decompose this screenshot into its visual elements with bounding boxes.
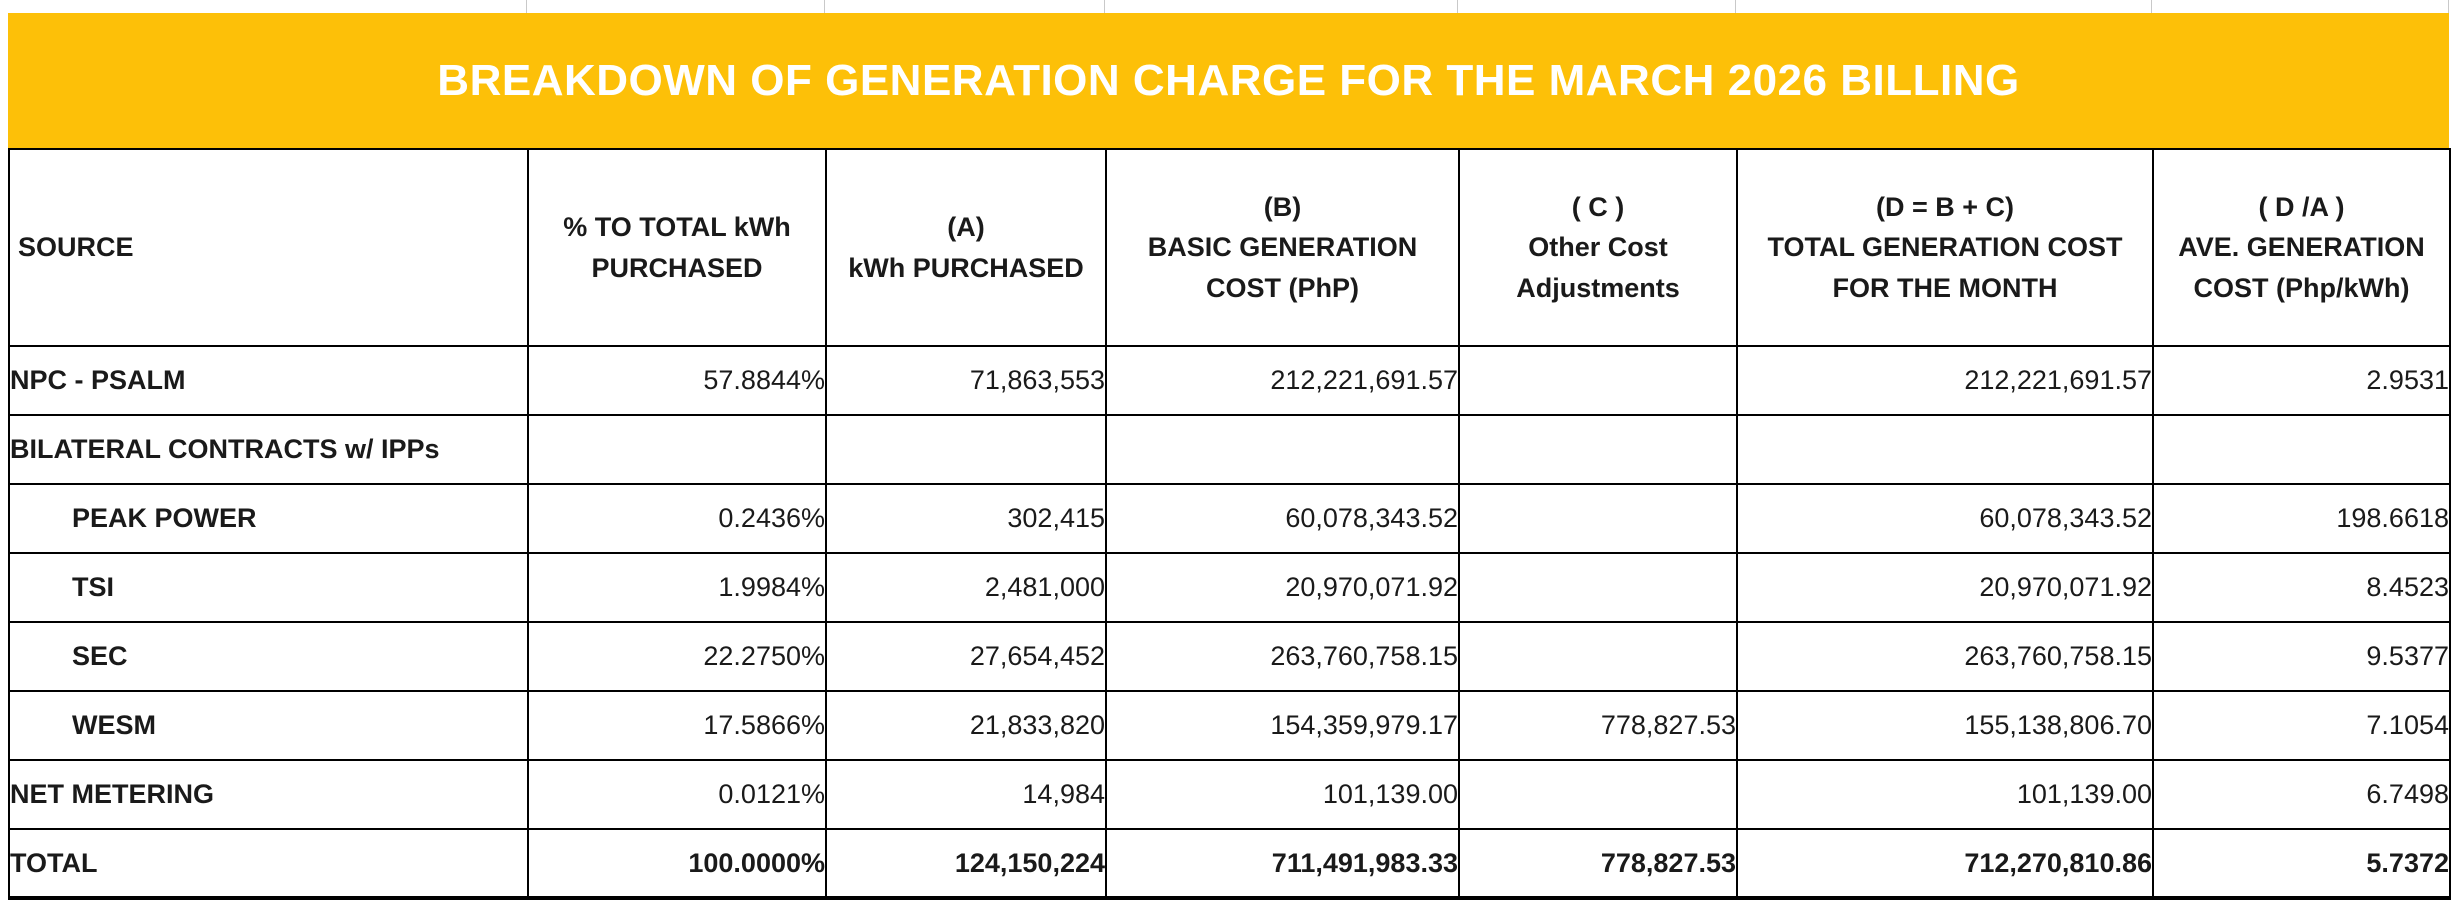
cell-ave-generation-cost: 7.1054 [2152, 690, 2451, 761]
cell-pct-to-total: 17.5866% [527, 690, 827, 761]
cell-pct-to-total [527, 414, 827, 485]
cell-other-cost-adjustments: 778,827.53 [1458, 828, 1738, 900]
cell-basic-generation-cost: 60,078,343.52 [1105, 483, 1460, 554]
cell-total-generation-cost: 155,138,806.70 [1736, 690, 2154, 761]
cell-other-cost-adjustments [1458, 345, 1738, 416]
cell-pct-to-total: 57.8844% [527, 345, 827, 416]
cell-other-cost-adjustments [1458, 621, 1738, 692]
cell-other-cost-adjustments [1458, 552, 1738, 623]
cell-ave-generation-cost [2152, 414, 2451, 485]
cell-source: TOTAL [8, 828, 529, 900]
cell-ave-generation-cost: 9.5377 [2152, 621, 2451, 692]
table-row-npc-psalm: NPC - PSALM 57.8844% 71,863,553 212,221,… [8, 345, 2451, 416]
cell-source: WESM [8, 690, 529, 761]
bottom-margin-strip [8, 900, 2449, 912]
table-row-sec: SEC 22.2750% 27,654,452 263,760,758.15 2… [8, 621, 2451, 692]
cell-total-generation-cost: 712,270,810.86 [1736, 828, 2154, 900]
generation-charge-table: SOURCE % TO TOTAL kWh PURCHASED (A) kWh … [8, 148, 2451, 900]
cell-pct-to-total: 0.2436% [527, 483, 827, 554]
gridline-cell [8, 0, 527, 13]
cell-basic-generation-cost: 20,970,071.92 [1105, 552, 1460, 623]
table-row-bilateral-contracts: BILATERAL CONTRACTS w/ IPPs [8, 414, 2451, 485]
cell-total-generation-cost: 101,139.00 [1736, 759, 2154, 830]
gridline-cell [825, 0, 1105, 13]
cell-kwh-purchased: 14,984 [825, 759, 1107, 830]
gridline-cell [1736, 0, 2152, 13]
cell-pct-to-total: 0.0121% [527, 759, 827, 830]
cell-total-generation-cost: 20,970,071.92 [1736, 552, 2154, 623]
cell-other-cost-adjustments [1458, 759, 1738, 830]
cell-total-generation-cost [1736, 414, 2154, 485]
report-title-band: BREAKDOWN OF GENERATION CHARGE FOR THE M… [8, 13, 2449, 148]
cell-basic-generation-cost: 101,139.00 [1105, 759, 1460, 830]
col-header-basic-generation-cost: (B) BASIC GENERATION COST (PhP) [1105, 148, 1460, 347]
cell-basic-generation-cost: 711,491,983.33 [1105, 828, 1460, 900]
cell-basic-generation-cost: 212,221,691.57 [1105, 345, 1460, 416]
col-header-total-generation-cost: (D = B + C) TOTAL GENERATION COST FOR TH… [1736, 148, 2154, 347]
cell-source: NET METERING [8, 759, 529, 830]
col-header-ave-generation-cost: ( D /A ) AVE. GENERATION COST (Php/kWh) [2152, 148, 2451, 347]
cell-other-cost-adjustments: 778,827.53 [1458, 690, 1738, 761]
table-row-total: TOTAL 100.0000% 124,150,224 711,491,983.… [8, 828, 2451, 900]
gridline-cell [527, 0, 825, 13]
cell-other-cost-adjustments [1458, 414, 1738, 485]
table-row-peak-power: PEAK POWER 0.2436% 302,415 60,078,343.52… [8, 483, 2451, 554]
table-row-wesm: WESM 17.5866% 21,833,820 154,359,979.17 … [8, 690, 2451, 761]
cell-pct-to-total: 100.0000% [527, 828, 827, 900]
cell-other-cost-adjustments [1458, 483, 1738, 554]
cell-ave-generation-cost: 198.6618 [2152, 483, 2451, 554]
cell-ave-generation-cost: 8.4523 [2152, 552, 2451, 623]
col-header-pct-to-total-kwh: % TO TOTAL kWh PURCHASED [527, 148, 827, 347]
table-row-tsi: TSI 1.9984% 2,481,000 20,970,071.92 20,9… [8, 552, 2451, 623]
cell-source: TSI [8, 552, 529, 623]
col-header-other-cost-adjustments: ( C ) Other Cost Adjustments [1458, 148, 1738, 347]
cell-basic-generation-cost [1105, 414, 1460, 485]
cell-kwh-purchased: 71,863,553 [825, 345, 1107, 416]
report-title: BREAKDOWN OF GENERATION CHARGE FOR THE M… [437, 55, 2020, 105]
cell-pct-to-total: 1.9984% [527, 552, 827, 623]
cell-kwh-purchased: 2,481,000 [825, 552, 1107, 623]
col-header-source: SOURCE [8, 148, 529, 347]
gridline-cell [1105, 0, 1458, 13]
cell-basic-generation-cost: 263,760,758.15 [1105, 621, 1460, 692]
gridline-strip-top [8, 0, 2449, 13]
gridline-cell [1458, 0, 1736, 13]
gridline-cell [2152, 0, 2449, 13]
cell-ave-generation-cost: 2.9531 [2152, 345, 2451, 416]
cell-kwh-purchased: 302,415 [825, 483, 1107, 554]
cell-source: PEAK POWER [8, 483, 529, 554]
cell-total-generation-cost: 60,078,343.52 [1736, 483, 2154, 554]
table-header-row: SOURCE % TO TOTAL kWh PURCHASED (A) kWh … [8, 148, 2451, 347]
cell-source: BILATERAL CONTRACTS w/ IPPs [8, 414, 529, 485]
cell-total-generation-cost: 212,221,691.57 [1736, 345, 2154, 416]
cell-pct-to-total: 22.2750% [527, 621, 827, 692]
cell-kwh-purchased: 21,833,820 [825, 690, 1107, 761]
cell-total-generation-cost: 263,760,758.15 [1736, 621, 2154, 692]
cell-ave-generation-cost: 6.7498 [2152, 759, 2451, 830]
table-row-net-metering: NET METERING 0.0121% 14,984 101,139.00 1… [8, 759, 2451, 830]
cell-kwh-purchased: 27,654,452 [825, 621, 1107, 692]
cell-source: SEC [8, 621, 529, 692]
cell-kwh-purchased: 124,150,224 [825, 828, 1107, 900]
cell-source: NPC - PSALM [8, 345, 529, 416]
col-header-kwh-purchased: (A) kWh PURCHASED [825, 148, 1107, 347]
cell-basic-generation-cost: 154,359,979.17 [1105, 690, 1460, 761]
cell-kwh-purchased [825, 414, 1107, 485]
cell-ave-generation-cost: 5.7372 [2152, 828, 2451, 900]
